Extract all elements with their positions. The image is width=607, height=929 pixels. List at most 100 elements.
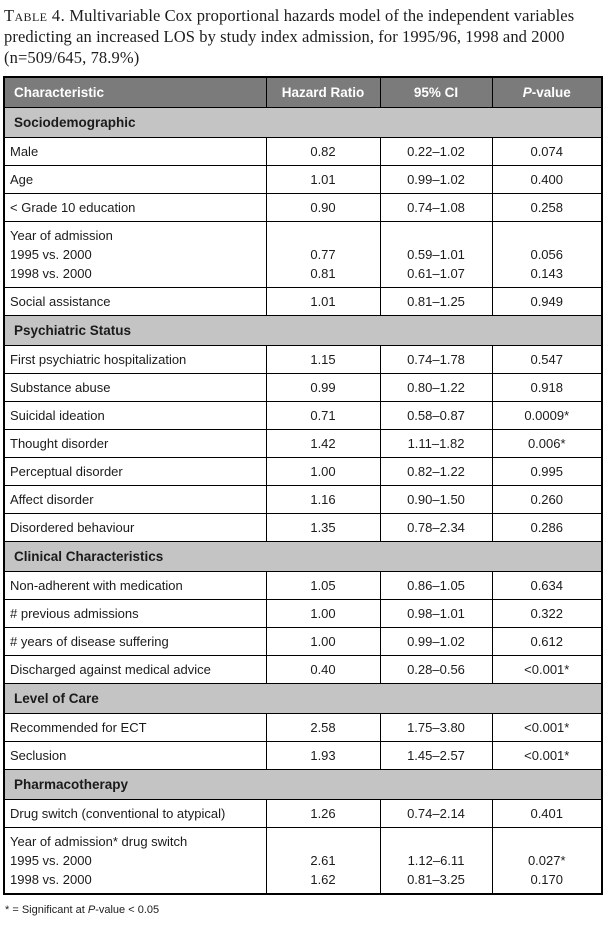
table-row: Seclusion 1.93 1.45–2.57 <0.001* <box>3 741 603 770</box>
hazard-ratio-cell: 1.00 <box>265 599 381 628</box>
cell-line: 0.401 <box>530 806 564 821</box>
hazard-ratio-cell: 0.82 <box>265 137 381 166</box>
characteristic-cell: Age <box>3 165 267 194</box>
cell-line: Recommended for ECT <box>10 720 147 735</box>
cell-line: 0.28–0.56 <box>407 662 465 677</box>
table-row: Year of admission* drug switch 1995 vs. 2… <box>3 827 603 895</box>
cell-line: Age <box>10 172 34 187</box>
characteristic-cell: # years of disease suffering <box>3 627 267 656</box>
cell-line: Year of admission* drug switch <box>10 834 188 849</box>
cell-line <box>272 832 375 851</box>
hazard-ratio-cell: 1.15 <box>265 345 381 374</box>
characteristic-cell: Suicidal ideation <box>3 401 267 430</box>
cell-line: Social assistance <box>10 294 111 309</box>
characteristic-cell: Disordered behaviour <box>3 513 267 542</box>
p-value-cell: 0.401 <box>491 799 603 828</box>
cell-line: 1.05 <box>310 578 336 593</box>
ci-cell: 0.99–1.02 <box>379 165 493 194</box>
cell-line: 0.634 <box>530 578 564 593</box>
cell-line: 1.45–2.57 <box>407 748 465 763</box>
cell-line: 0.40 <box>310 662 336 677</box>
cell-line: 0.074 <box>530 144 564 159</box>
cell-line: <0.001* <box>524 662 570 677</box>
hazard-ratio-cell: 1.00 <box>265 457 381 486</box>
hazard-ratio-cell: 0.90 <box>265 193 381 222</box>
characteristic-cell: Recommended for ECT <box>3 713 267 742</box>
significance-footnote: * = Significant at P-value < 0.05 <box>5 904 160 916</box>
cell-line: Year of admission <box>10 228 113 243</box>
cell-line: 2.58 <box>310 720 336 735</box>
column-header-p-value: P-value <box>491 76 603 108</box>
table-row: Non-adherent with medication 1.05 0.86–1.0… <box>3 571 603 600</box>
column-header-characteristic: Characteristic <box>3 76 267 108</box>
ci-cell: 1.45–2.57 <box>379 741 493 770</box>
cell-line: 1.35 <box>310 520 336 535</box>
hazard-ratio-cell: 0.99 <box>265 373 381 402</box>
cell-line <box>498 226 597 245</box>
hazard-ratio-cell: 1.26 <box>265 799 381 828</box>
cell-line: 1.62 <box>310 872 336 887</box>
table-row: Suicidal ideation 0.71 0.58–0.87 0.0009* <box>3 401 603 430</box>
cell-line: 0.99 <box>310 380 336 395</box>
table-caption: Table 4. Multivariable Cox proportional … <box>4 5 603 68</box>
cell-line: 0.286 <box>530 520 564 535</box>
cell-line: 0.0009* <box>524 408 570 423</box>
cell-line <box>386 226 487 245</box>
table-row: Discharged against medical advice 0.40 0.2… <box>3 655 603 684</box>
ci-cell: 0.28–0.56 <box>379 655 493 684</box>
cell-line <box>386 832 487 851</box>
p-value-cell: 0.0009* <box>491 401 603 430</box>
characteristic-cell: Year of admission* drug switch 1995 vs. 2… <box>3 827 267 895</box>
cell-line: # years of disease suffering <box>10 634 169 649</box>
p-value-cell: 0.258 <box>491 193 603 222</box>
table-row: # years of disease suffering 1.00 0.99–1.0… <box>3 627 603 656</box>
ci-cell: 0.81–1.25 <box>379 287 493 316</box>
ci-cell: 0.82–1.22 <box>379 457 493 486</box>
cell-line: 1.42 <box>310 436 336 451</box>
p-value-cell: 0.612 <box>491 627 603 656</box>
cell-line: Seclusion <box>10 748 67 763</box>
p-value-cell: 0.006* <box>491 429 603 458</box>
cell-line: 0.80–1.22 <box>407 380 465 395</box>
column-header-ci: 95% CI <box>379 76 493 108</box>
p-value-cell: 0.027* 0.170 <box>491 827 603 895</box>
cell-line: Perceptual disorder <box>10 464 123 479</box>
p-value-cell: 0.547 <box>491 345 603 374</box>
table-body: Sociodemographic Male 0.82 0.22–1.02 0.074 Ag… <box>3 107 603 895</box>
cell-line: 0.82–1.22 <box>407 464 465 479</box>
table-row: Male 0.82 0.22–1.02 0.074 <box>3 137 603 166</box>
ci-cell: 0.80–1.22 <box>379 373 493 402</box>
p-value-cell: 0.074 <box>491 137 603 166</box>
ci-cell: 0.74–1.78 <box>379 345 493 374</box>
hazard-ratio-cell: 0.71 <box>265 401 381 430</box>
cell-line: 0.58–0.87 <box>407 408 465 423</box>
p-value-cell: 0.949 <box>491 287 603 316</box>
cell-line: < Grade 10 education <box>10 200 136 215</box>
characteristic-cell: Thought disorder <box>3 429 267 458</box>
cell-line: 0.143 <box>530 266 564 281</box>
characteristic-cell: Substance abuse <box>3 373 267 402</box>
table-row: Thought disorder 1.42 1.11–1.82 0.006* <box>3 429 603 458</box>
characteristic-cell: Drug switch (conventional to atypical) <box>3 799 267 828</box>
characteristic-cell: Affect disorder <box>3 485 267 514</box>
cell-line: Male <box>10 144 39 159</box>
cell-line: 1995 vs. 2000 <box>10 247 92 262</box>
ci-cell: 0.99–1.02 <box>379 627 493 656</box>
cell-line: 0.918 <box>530 380 564 395</box>
cell-line: 1.16 <box>310 492 336 507</box>
ci-cell: 0.74–2.14 <box>379 799 493 828</box>
p-value-cell: 0.056 0.143 <box>491 221 603 288</box>
cell-line: 2.61 <box>310 853 336 868</box>
table-row: Disordered behaviour 1.35 0.78–2.34 0.286 <box>3 513 603 542</box>
cell-line: 1998 vs. 2000 <box>10 872 92 887</box>
cell-line: <0.001* <box>524 748 570 763</box>
hazard-ratio-cell: 2.58 <box>265 713 381 742</box>
characteristic-cell: # previous admissions <box>3 599 267 628</box>
table-row: Substance abuse 0.99 0.80–1.22 0.918 <box>3 373 603 402</box>
hazard-ratio-cell: 1.01 <box>265 165 381 194</box>
characteristic-cell: < Grade 10 education <box>3 193 267 222</box>
hazard-ratio-cell: 1.00 <box>265 627 381 656</box>
characteristic-cell: Perceptual disorder <box>3 457 267 486</box>
cell-line: 0.71 <box>310 408 336 423</box>
cell-line: 0.90–1.50 <box>407 492 465 507</box>
